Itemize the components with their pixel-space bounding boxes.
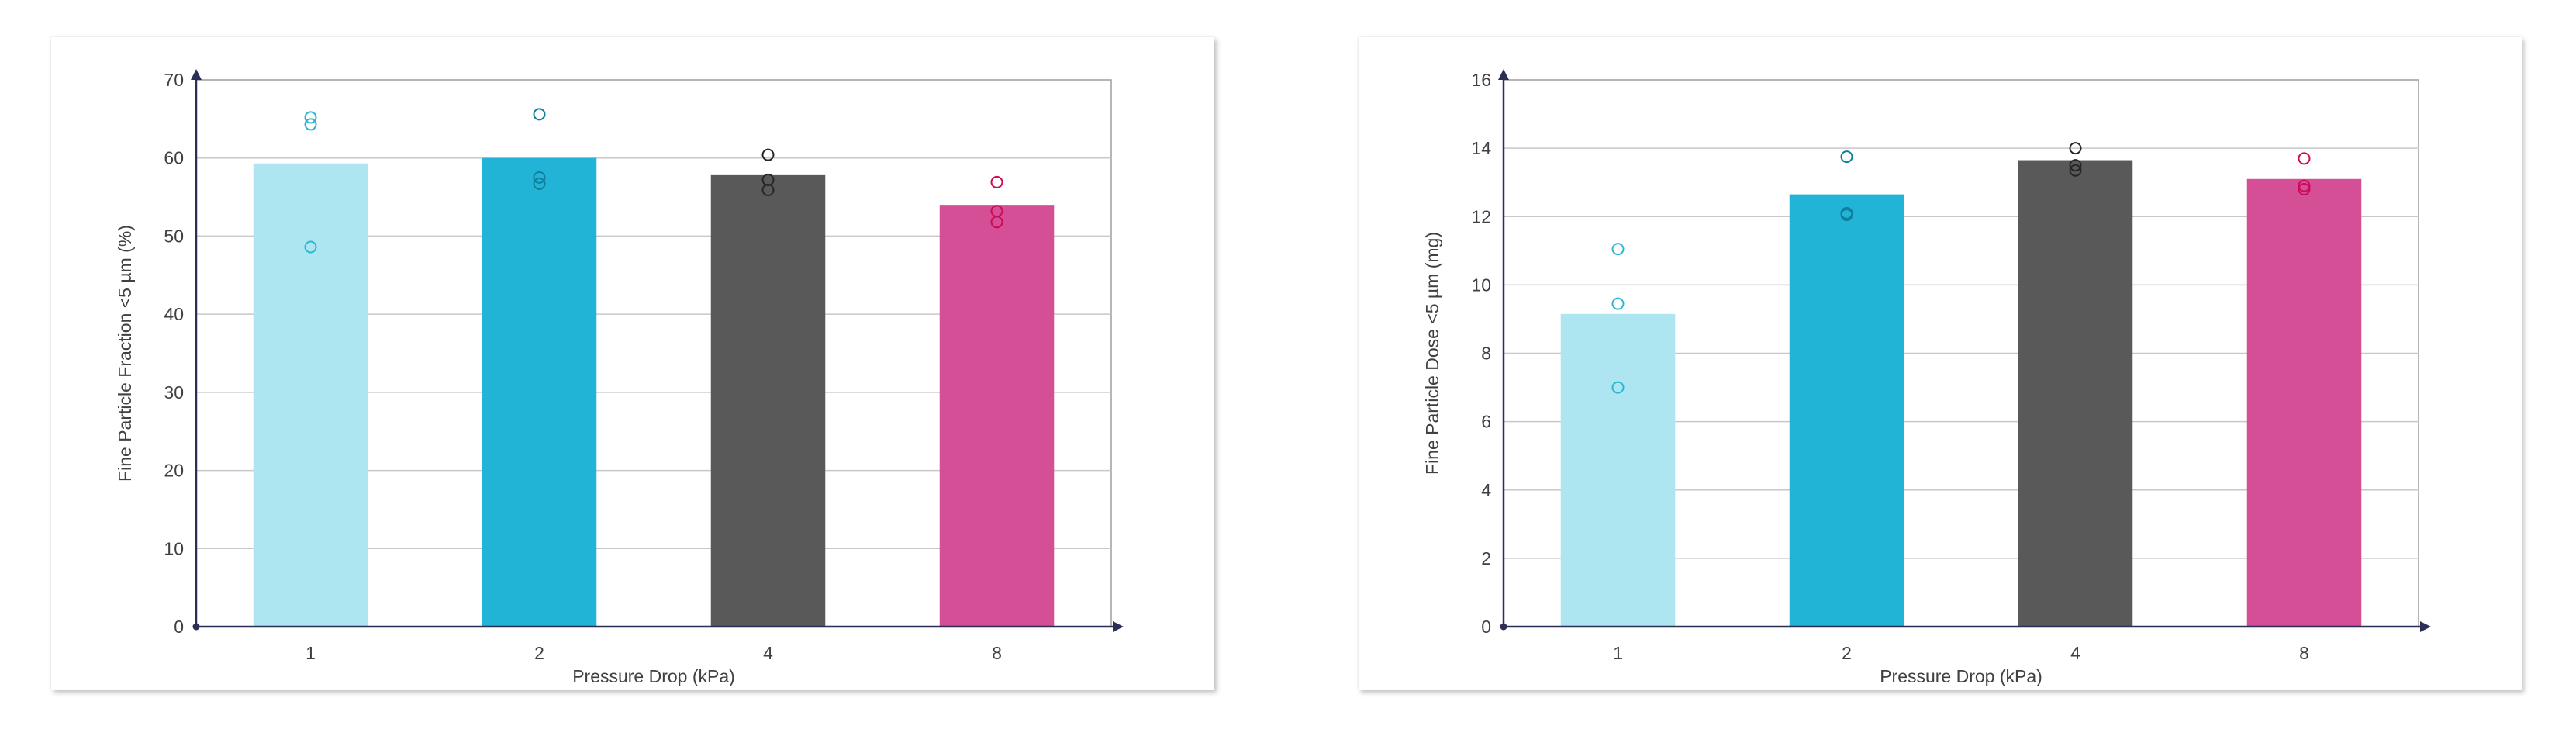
y-tick-labels: 0 10 20 30 40 50 60 70 [164,70,184,637]
data-point [761,148,775,161]
x-axis-title: Pressure Drop (kPa) [1880,666,2042,686]
data-point [990,175,1003,188]
y-tick-label: 40 [164,304,184,324]
x-tick-label: 4 [2070,643,2080,663]
x-tick-label: 2 [1842,643,1852,663]
x-axis-arrow [1113,621,1124,632]
y-tick-label: 70 [164,70,184,90]
x-axis-title: Pressure Drop (kPa) [572,666,735,686]
data-point [304,111,317,124]
data-point [533,177,546,190]
data-point [2069,142,2082,155]
bars [1560,160,2362,627]
data-point [2298,152,2311,165]
data-point [1840,209,1853,222]
y-tick-label: 10 [164,538,184,558]
y-tick-label: 16 [1471,70,1491,90]
data-points [1611,142,2311,394]
data-point [1611,243,1625,256]
fpf-chart-panel: 0 10 20 30 40 50 60 70 1 2 4 8 Pressure Drop (kPa)… [51,37,1214,690]
axes [191,69,1124,632]
data-point [2298,179,2311,192]
y-tick-label: 8 [1481,344,1491,364]
y-tick-labels: 0 2 4 6 8 10 12 14 16 [1471,70,1491,637]
bar [1789,194,1904,627]
y-tick-label: 10 [1471,275,1491,295]
y-tick-label: 20 [164,461,184,481]
axis-origin-dot [1500,623,1507,631]
data-point [2069,164,2082,177]
data-point [761,184,775,197]
y-tick-label: 6 [1481,412,1491,432]
axis-origin-dot [192,623,200,631]
data-point [1611,381,1625,394]
data-point [1840,150,1853,164]
axes [1498,69,2431,632]
data-point [533,108,546,121]
data-point [2298,183,2311,195]
data-point [304,240,317,254]
bar [482,157,597,627]
y-tick-label: 0 [174,617,184,637]
data-point [1611,297,1625,310]
bar [253,163,368,627]
x-tick-label: 4 [763,643,773,663]
y-axis-title: Fine Particle Dose <5 µm (mg) [1422,232,1442,475]
x-tick-label: 8 [2299,643,2309,663]
y-axis-arrow [1498,69,1509,80]
bar [2246,178,2362,627]
data-points [304,108,1003,254]
x-tick-label: 2 [534,643,544,663]
x-tick-labels: 1 2 4 8 [306,643,1002,663]
y-tick-label: 14 [1471,138,1491,158]
x-axis-arrow [2420,621,2431,632]
bar [1560,313,1676,627]
y-tick-label: 0 [1481,617,1491,637]
y-tick-label: 12 [1471,206,1491,226]
y-tick-label: 4 [1481,480,1491,500]
y-tick-label: 60 [164,148,184,168]
bars [253,157,1055,627]
fpf-chart: 0 10 20 30 40 50 60 70 1 2 4 8 Pressure Drop (kPa)… [115,69,1124,686]
data-point [304,118,317,131]
x-tick-label: 1 [1613,643,1623,663]
y-axis-arrow [191,69,202,80]
data-point [2069,159,2082,172]
bar [939,205,1055,627]
y-axis-title: Fine Particle Fraction <5 µm (%) [115,225,135,482]
y-tick-label: 30 [164,382,184,403]
bar [710,174,826,627]
x-tick-label: 8 [992,643,1002,663]
x-tick-labels: 1 2 4 8 [1613,643,2309,663]
x-tick-label: 1 [306,643,316,663]
data-point [533,171,546,184]
bar [2018,160,2133,627]
y-tick-label: 50 [164,226,184,246]
y-tick-label: 2 [1481,548,1491,568]
data-point [990,216,1003,229]
